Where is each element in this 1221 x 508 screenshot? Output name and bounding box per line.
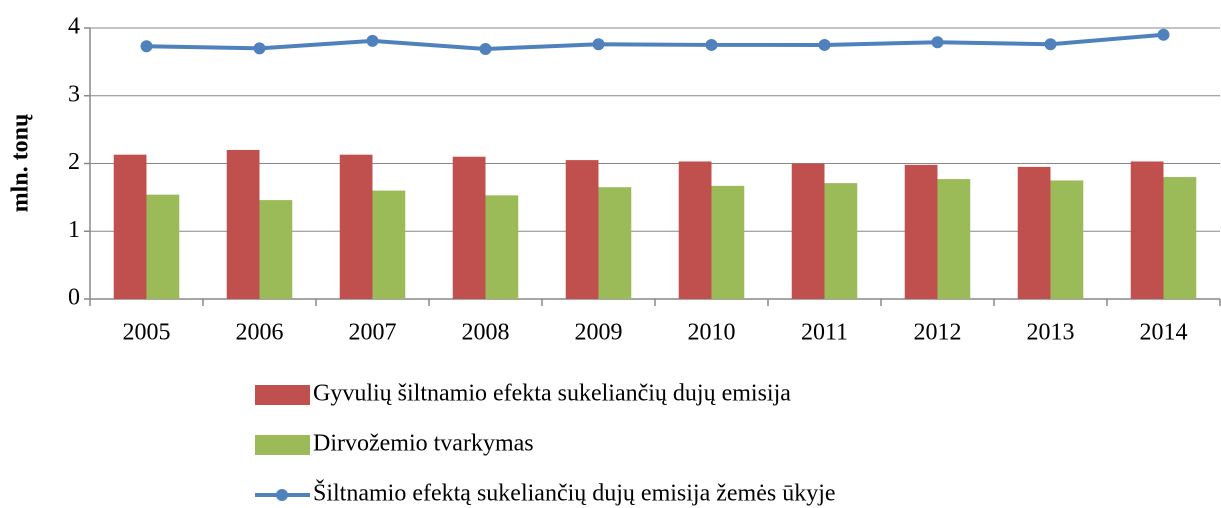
bar bbox=[1050, 180, 1084, 299]
x-tick-label: 2005 bbox=[123, 320, 171, 346]
line-marker bbox=[479, 43, 492, 56]
x-tick-label: 2012 bbox=[914, 320, 962, 346]
y-tick-label: 1 bbox=[68, 217, 80, 243]
bar bbox=[339, 154, 373, 299]
bar bbox=[485, 195, 519, 299]
x-tick-label: 2014 bbox=[1140, 320, 1188, 346]
bar bbox=[711, 185, 745, 299]
x-tick-label: 2013 bbox=[1027, 320, 1075, 346]
line-marker bbox=[705, 38, 718, 51]
line bbox=[146, 32, 1164, 52]
y-axis-label: mln. tonų bbox=[8, 114, 34, 213]
bar bbox=[937, 179, 971, 299]
bar bbox=[372, 190, 406, 299]
line-marker bbox=[1157, 28, 1170, 41]
x-tick-label: 2007 bbox=[349, 320, 397, 346]
line-marker bbox=[140, 40, 153, 53]
legend-swatch bbox=[255, 435, 310, 455]
bar bbox=[1017, 166, 1051, 299]
legend-label: Gyvulių šiltnamio efekta sukeliančių duj… bbox=[313, 381, 791, 407]
legend-swatch bbox=[255, 385, 310, 405]
y-tick-label: 4 bbox=[68, 14, 80, 40]
line-marker bbox=[818, 38, 831, 51]
bar bbox=[1130, 161, 1164, 299]
bar bbox=[598, 187, 632, 299]
legend-label: Dirvožemio tvarkymas bbox=[313, 431, 534, 457]
y-tick-label: 2 bbox=[68, 149, 80, 175]
x-tick-label: 2006 bbox=[236, 320, 284, 346]
x-tick-label: 2009 bbox=[575, 320, 623, 346]
bar bbox=[904, 164, 938, 299]
y-tick-label: 3 bbox=[68, 81, 80, 107]
bar bbox=[146, 194, 180, 299]
legend-label: Šiltnamio efektą sukeliančių dujų emisij… bbox=[313, 480, 836, 507]
bar bbox=[113, 154, 147, 299]
bar bbox=[791, 163, 825, 299]
bar bbox=[452, 156, 486, 299]
bar bbox=[565, 160, 599, 299]
y-tick-label: 0 bbox=[68, 285, 80, 311]
x-tick-label: 2011 bbox=[801, 320, 848, 346]
line-marker bbox=[931, 36, 944, 49]
bar bbox=[1163, 177, 1197, 299]
bar bbox=[259, 200, 293, 299]
legend-swatch bbox=[276, 489, 288, 501]
bar bbox=[226, 149, 260, 299]
x-tick-label: 2008 bbox=[462, 320, 510, 346]
x-tick-label: 2010 bbox=[688, 320, 736, 346]
bar bbox=[824, 183, 858, 299]
line-marker bbox=[253, 42, 266, 55]
bar bbox=[678, 161, 712, 299]
line-marker bbox=[1044, 38, 1057, 51]
line-marker bbox=[592, 38, 605, 51]
line-marker bbox=[366, 34, 379, 47]
